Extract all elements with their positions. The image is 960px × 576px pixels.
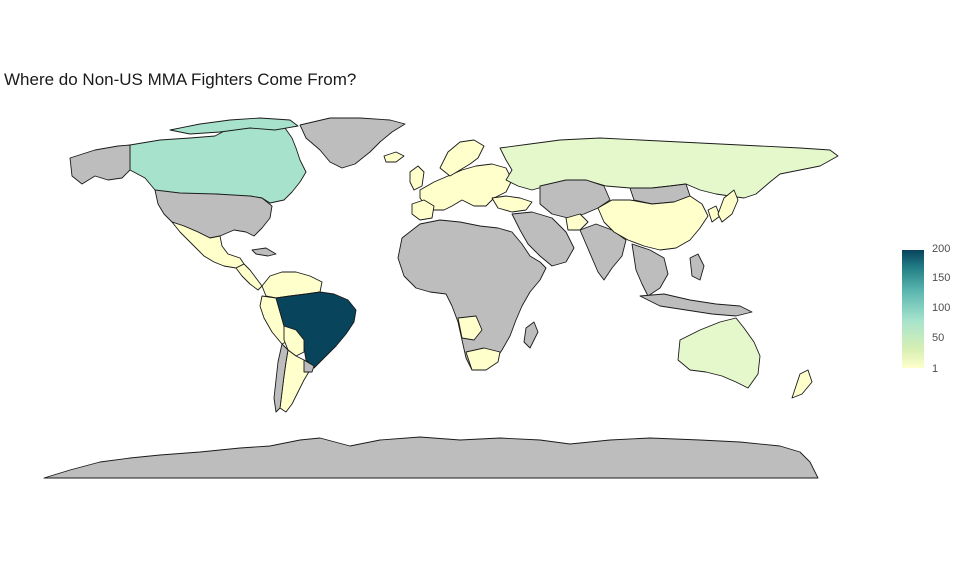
region-alaska[interactable] xyxy=(69,144,131,185)
country-japan[interactable] xyxy=(717,189,739,223)
canada-islands xyxy=(169,117,299,135)
country-chile[interactable] xyxy=(273,343,289,413)
country-australia[interactable] xyxy=(677,317,761,389)
page-title: Where do Non-US MMA Fighters Come From? xyxy=(4,70,357,89)
region-middle-east[interactable] xyxy=(511,211,575,267)
region-iberia[interactable] xyxy=(411,199,435,221)
region-southeast-asia[interactable] xyxy=(631,243,669,297)
country-uruguay[interactable] xyxy=(303,359,315,373)
legend-tick-100: 100 xyxy=(932,302,951,314)
country-iceland[interactable] xyxy=(383,151,405,163)
country-china[interactable] xyxy=(597,195,709,251)
region-antarctica[interactable] xyxy=(43,436,819,479)
region-scandinavia[interactable] xyxy=(439,139,485,177)
region-south-asia[interactable] xyxy=(579,223,627,281)
region-central-america[interactable] xyxy=(235,263,263,291)
legend: 200 150 100 50 1 xyxy=(902,243,960,375)
country-new-zealand[interactable] xyxy=(791,369,813,399)
legend-colorbar xyxy=(902,250,924,368)
legend-tick-1: 1 xyxy=(932,363,939,375)
region-usa[interactable] xyxy=(154,189,273,239)
region-africa[interactable] xyxy=(397,219,547,371)
legend-tick-150: 150 xyxy=(932,272,951,284)
country-philippines[interactable] xyxy=(689,253,705,281)
country-turkey[interactable] xyxy=(491,195,533,213)
country-afghanistan[interactable] xyxy=(565,213,589,231)
country-south-africa[interactable] xyxy=(465,347,501,371)
region-caribbean xyxy=(251,247,277,257)
legend-tick-200: 200 xyxy=(932,243,951,255)
legend-tick-50: 50 xyxy=(932,332,945,344)
country-angola[interactable] xyxy=(457,315,483,341)
country-uk[interactable] xyxy=(409,165,425,191)
region-indonesia[interactable] xyxy=(639,293,753,317)
region-greenland[interactable] xyxy=(299,117,406,169)
country-madagascar[interactable] xyxy=(523,321,539,349)
country-bolivia[interactable] xyxy=(283,325,305,357)
